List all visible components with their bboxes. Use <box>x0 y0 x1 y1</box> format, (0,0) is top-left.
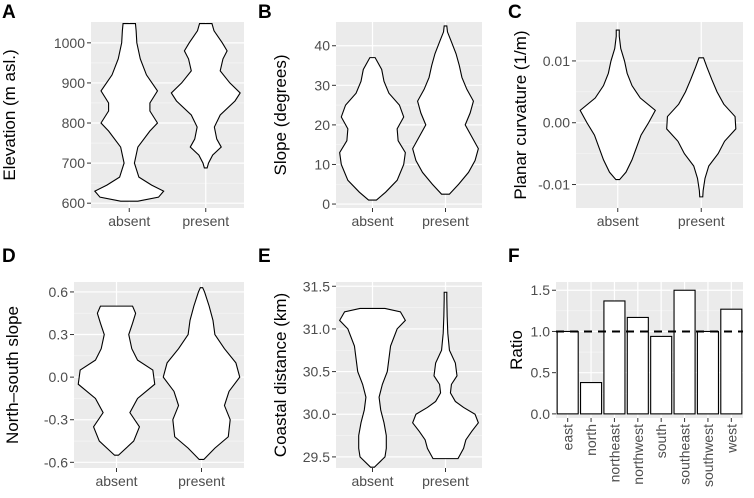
x-tick-label: south <box>653 424 669 458</box>
violin-present <box>162 287 241 461</box>
violin-absent <box>93 23 165 202</box>
violin-present <box>412 25 479 195</box>
y-tick-label: 1000 <box>54 35 85 51</box>
y-tick-label: 0.00 <box>543 115 570 131</box>
y-axis-title: North–south slope <box>3 306 22 444</box>
y-tick-label: 20 <box>314 117 330 133</box>
panel-letter: F <box>508 246 520 267</box>
bar-northeast <box>603 300 626 415</box>
bar-east <box>556 330 579 415</box>
bar-south <box>650 335 673 415</box>
x-tick-label: present <box>182 213 229 229</box>
y-tick-label: -0.6 <box>44 454 68 470</box>
violin-absent <box>579 29 657 181</box>
y-tick-label: 30.5 <box>303 364 330 380</box>
y-tick-label: 700 <box>62 155 86 171</box>
x-tick-label: northwest <box>630 424 646 485</box>
bar-west <box>720 308 743 415</box>
y-tick-label: 0.3 <box>49 327 69 343</box>
panel-e: E 29.5 30.0 30.5 31.0 31.5 Coastal distance (k… <box>258 246 482 489</box>
panel-f: F 0.0 0.5 1.0 1.5 Ratio east north northeast nort… <box>507 246 743 487</box>
y-tick-label: 30.0 <box>303 406 330 422</box>
x-tick-label: absent <box>597 213 639 229</box>
x-tick-label: absent <box>108 213 150 229</box>
y-tick-label: -0.01 <box>538 177 570 193</box>
y-tick-label: 800 <box>62 115 86 131</box>
y-tick-label: 10 <box>314 156 330 172</box>
panel-letter: B <box>258 2 272 23</box>
panel-letter: E <box>258 246 271 267</box>
x-tick-label: southwest <box>700 424 716 487</box>
bar-southwest <box>696 330 720 415</box>
x-tick-label: northeast <box>606 424 622 482</box>
violin-present <box>170 23 241 169</box>
x-tick-label: north <box>583 424 599 456</box>
x-tick-label: present <box>178 473 225 489</box>
x-tick-label: present <box>678 213 725 229</box>
bar-southeast <box>673 289 696 415</box>
y-axis-title: Slope (degrees) <box>271 55 290 176</box>
y-tick-label: 900 <box>62 75 86 91</box>
y-tick-label: 0.6 <box>49 284 69 300</box>
y-tick-label: -0.3 <box>44 412 68 428</box>
panel-d: D -0.6 -0.3 0.0 0.3 0.6 North–south slope absen… <box>2 246 244 489</box>
violin-absent <box>77 305 156 456</box>
x-tick-label: east <box>560 424 576 451</box>
y-tick-label: 1.5 <box>531 282 551 298</box>
violin-absent <box>339 57 406 201</box>
panel-b: B 0 10 20 30 40 Slope (degrees) absent present <box>258 2 482 229</box>
y-tick-label: 0 <box>322 196 330 212</box>
y-tick-label: 29.5 <box>303 449 330 465</box>
panel-letter: D <box>2 246 16 267</box>
y-tick-label: 0.01 <box>543 53 570 69</box>
y-tick-label: 0.0 <box>531 406 551 422</box>
x-tick-label: absent <box>95 473 137 489</box>
x-tick-label: west <box>723 424 739 454</box>
x-tick-label: present <box>422 213 469 229</box>
panel-letter: C <box>508 2 522 23</box>
y-axis-title: Planar curvature (1/m) <box>511 30 530 199</box>
y-tick-label: 31.0 <box>303 321 330 337</box>
x-tick-label: absent <box>351 213 393 229</box>
x-tick-label: southeast <box>677 424 693 485</box>
y-tick-label: 0.0 <box>49 369 69 385</box>
y-tick-label: 31.5 <box>303 278 330 294</box>
y-tick-label: 1.0 <box>531 323 551 339</box>
x-tick-label: present <box>422 473 469 489</box>
panel-a: A 600 700 800 900 1000 Elevation (m asl.) absen… <box>0 2 244 229</box>
y-tick-label: 600 <box>62 195 86 211</box>
y-tick-label: 40 <box>314 38 330 54</box>
violin-present <box>666 57 737 198</box>
x-tick-label: absent <box>351 473 393 489</box>
bar-north <box>579 382 603 415</box>
y-tick-label: 30 <box>314 77 330 93</box>
y-axis-title: Coastal distance (km) <box>271 293 290 457</box>
y-axis-title: Ratio <box>507 330 526 370</box>
panel-letter: A <box>2 2 16 23</box>
panel-c: C -0.01 0.00 0.01 Planar curvature (1/m) abse… <box>508 2 743 229</box>
y-tick-label: 0.5 <box>531 365 551 381</box>
violin-absent <box>338 307 407 468</box>
bar-northwest <box>626 316 649 415</box>
violin-present <box>412 291 479 460</box>
y-axis-title: Elevation (m asl.) <box>0 49 19 180</box>
